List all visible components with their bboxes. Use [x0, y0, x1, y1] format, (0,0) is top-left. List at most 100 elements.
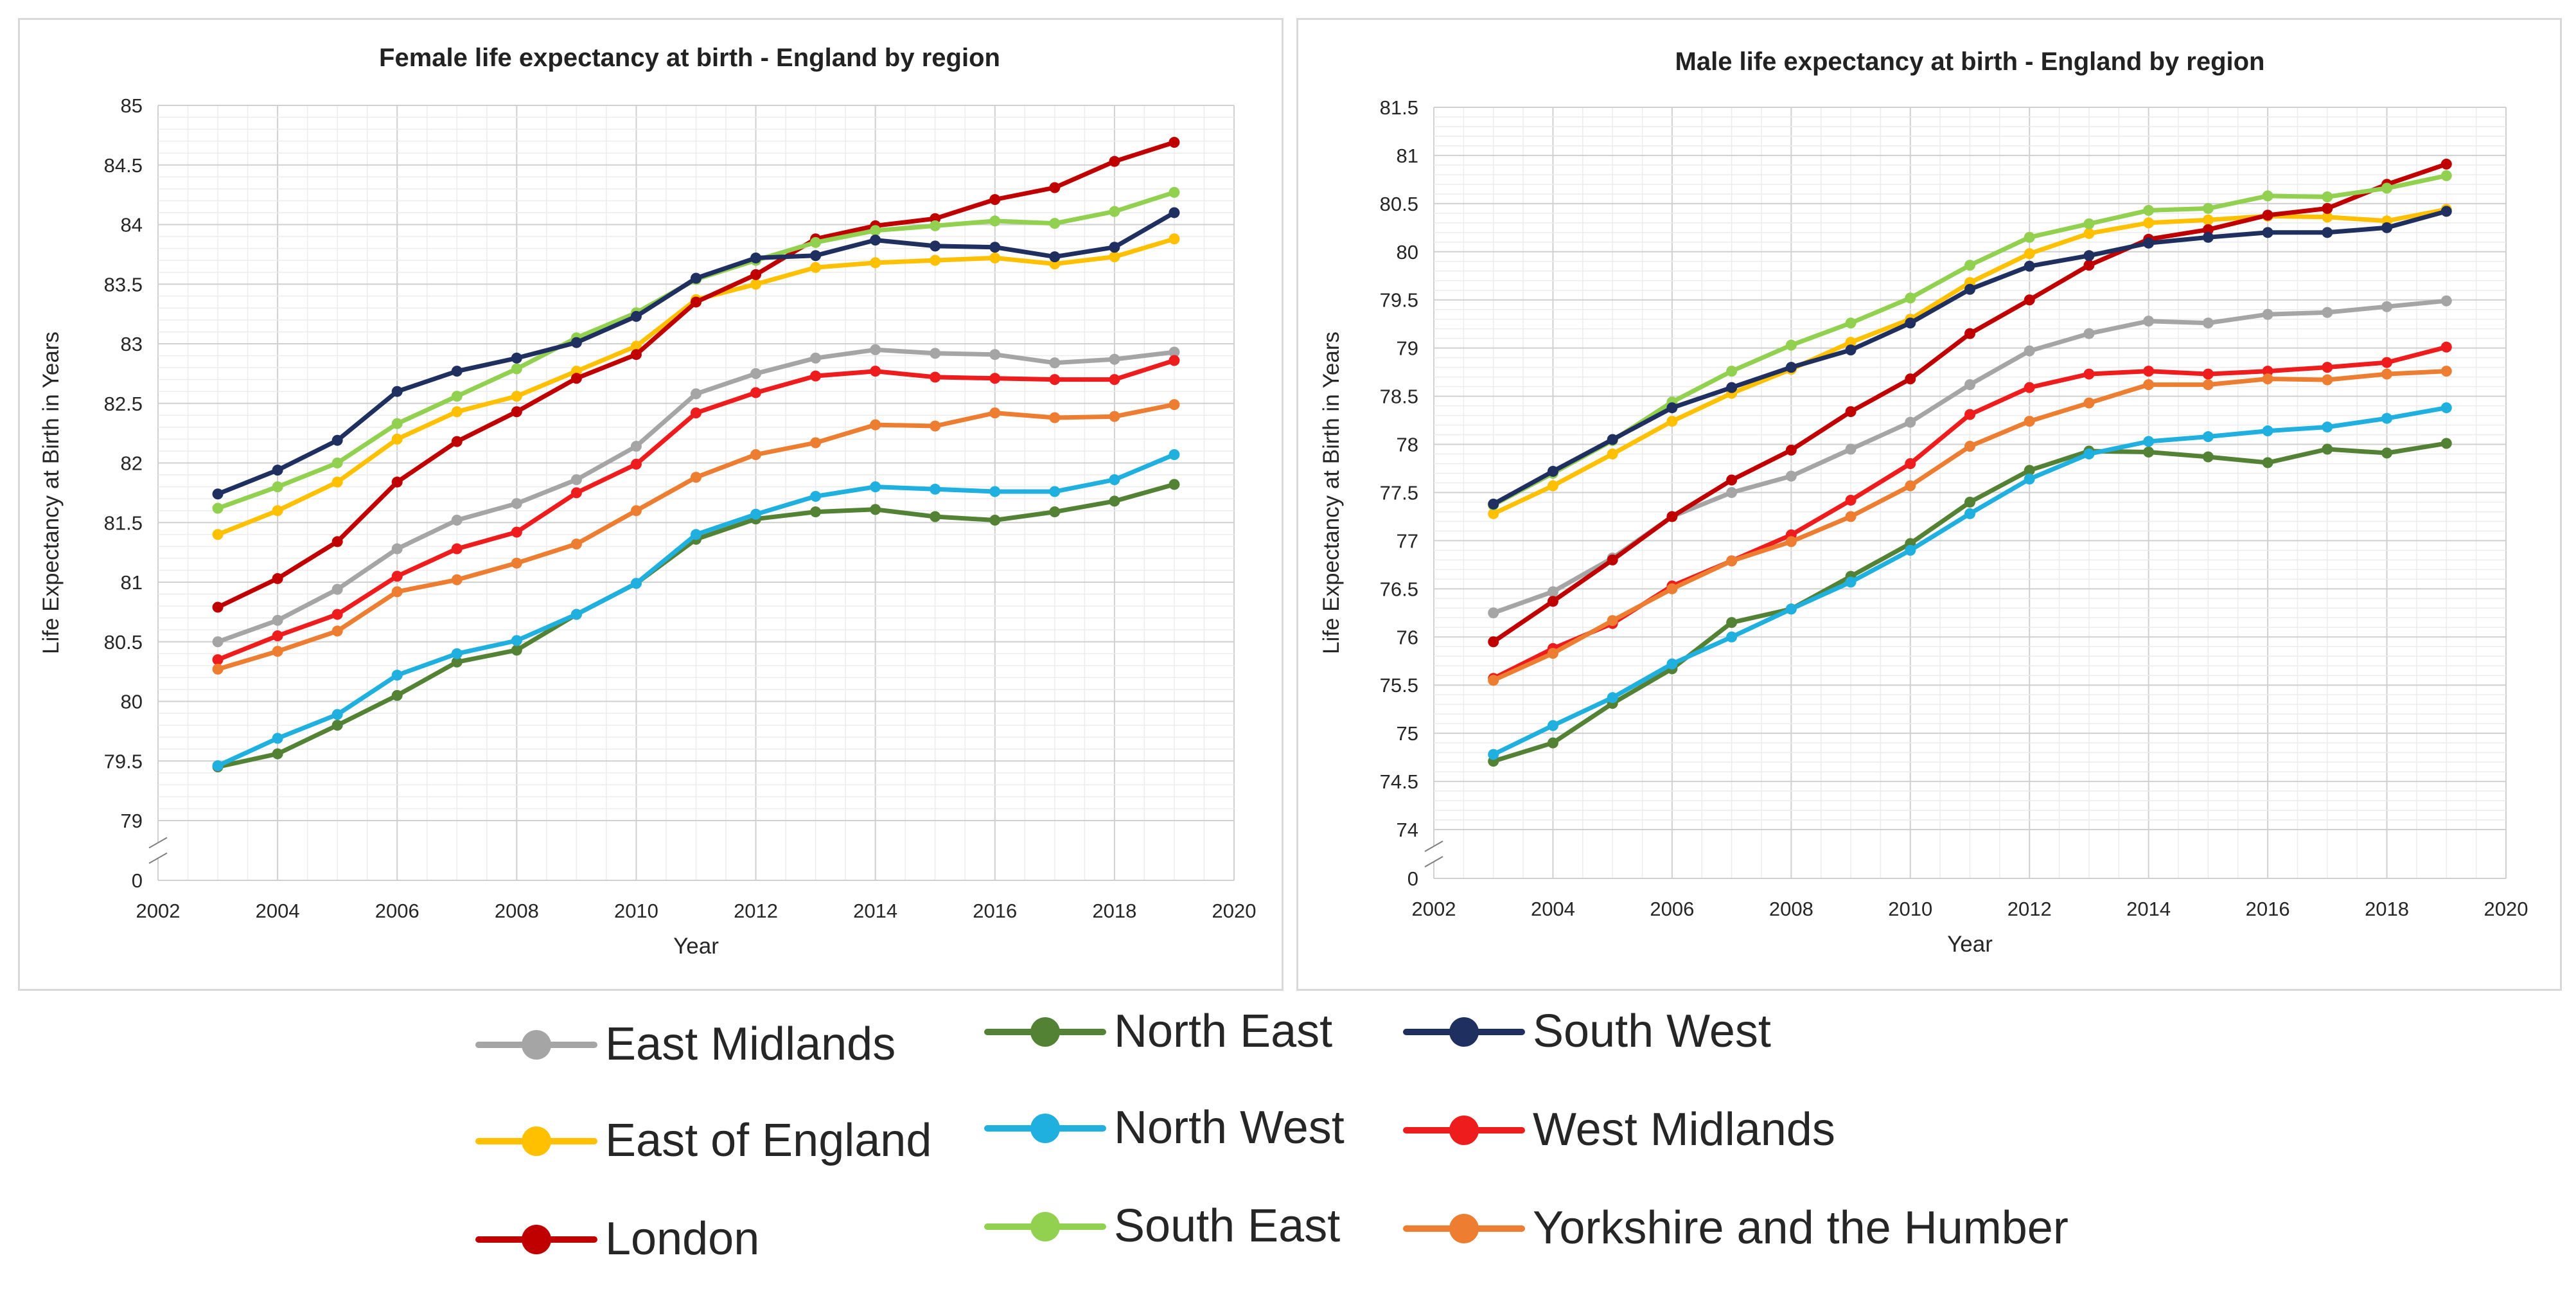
axis-break-icon	[148, 837, 168, 864]
legend-item: North West	[984, 1092, 1345, 1163]
data-point	[750, 449, 762, 461]
data-point	[1964, 441, 1975, 452]
data-point	[2143, 237, 2155, 249]
data-point	[691, 272, 701, 284]
legend-marker-icon	[984, 1108, 1106, 1147]
data-point	[2381, 447, 2393, 459]
data-point	[989, 373, 1001, 384]
data-point	[1905, 317, 1916, 329]
data-point	[1607, 615, 1618, 627]
data-point	[331, 625, 343, 637]
y-tick-label: 79	[121, 810, 143, 832]
y-tick-label: 76	[1397, 626, 1418, 648]
data-point	[989, 242, 1001, 253]
data-point	[1109, 156, 1120, 167]
x-tick-label: 2014	[853, 900, 897, 922]
y-tick-label: 78	[1397, 434, 1418, 456]
y-tick-label: 81.5	[104, 511, 143, 534]
x-tick-label: 2006	[1650, 898, 1694, 920]
data-point	[870, 419, 881, 431]
x-tick-label: 2006	[375, 900, 419, 922]
data-point	[1726, 474, 1738, 486]
y-tick-label: 80	[1397, 241, 1418, 263]
data-point	[750, 278, 762, 290]
legend-label: Yorkshire and the Humber	[1533, 1202, 2069, 1254]
legend-label: East Midlands	[605, 1018, 896, 1070]
data-point	[691, 529, 701, 540]
series-london	[212, 137, 1180, 613]
legend-dot	[1030, 1212, 1060, 1241]
legend-label: West Midlands	[1533, 1104, 1835, 1155]
legend-item: Yorkshire and the Humber	[1403, 1193, 2069, 1263]
data-point	[1109, 411, 1120, 422]
female-chart-panel: Female life expectancy at birth - Englan…	[18, 18, 1284, 991]
data-point	[2262, 308, 2273, 320]
data-point	[212, 601, 224, 613]
legend-marker-icon	[984, 1012, 1106, 1051]
x-tick-label: 2002	[1412, 898, 1456, 920]
legend-marker-icon	[475, 1025, 597, 1063]
data-point	[2083, 368, 2095, 380]
data-point	[2322, 374, 2333, 386]
data-point	[1547, 480, 1558, 492]
x-tick-label: 2020	[2484, 898, 2528, 920]
data-point	[1964, 496, 1975, 508]
data-point	[810, 262, 822, 273]
data-point	[2440, 341, 2452, 353]
data-point	[272, 481, 283, 493]
data-point	[212, 760, 224, 772]
data-point	[511, 498, 522, 510]
data-point	[1488, 607, 1499, 619]
data-point	[1845, 337, 1857, 348]
data-point	[2440, 295, 2452, 307]
y-tick-label: 79.5	[1380, 289, 1418, 312]
data-point	[451, 515, 463, 526]
data-point	[2202, 317, 2214, 329]
data-point	[2381, 368, 2393, 380]
data-point	[331, 709, 343, 720]
x-tick-label: 2010	[614, 900, 658, 922]
y-tick-label: 77.5	[1380, 481, 1418, 504]
legend-dot	[522, 1126, 551, 1156]
data-point	[870, 481, 881, 493]
data-point	[570, 337, 582, 348]
data-point	[1547, 648, 1558, 659]
data-point	[1785, 536, 1797, 547]
data-point	[272, 465, 283, 476]
y-tick-label: 76.5	[1380, 578, 1418, 600]
data-point	[2024, 382, 2035, 393]
data-point	[691, 296, 701, 308]
data-point	[2322, 211, 2333, 223]
data-point	[391, 418, 403, 429]
legend-item: North East	[984, 996, 1332, 1067]
data-point	[1845, 344, 1857, 356]
data-point	[750, 387, 762, 398]
data-point	[1964, 508, 1975, 519]
legend-marker-icon	[1403, 1012, 1525, 1051]
data-point	[2024, 416, 2035, 427]
data-point	[2143, 217, 2155, 229]
data-point	[989, 515, 1001, 526]
x-axis-label: Year	[673, 934, 719, 959]
x-tick-label: 2012	[734, 900, 778, 922]
data-point	[451, 366, 463, 377]
legend-marker-icon	[475, 1220, 597, 1258]
data-point	[272, 733, 283, 744]
data-point	[1666, 658, 1678, 670]
series-west-midlands	[212, 355, 1180, 666]
data-point	[1109, 495, 1120, 507]
data-point	[989, 215, 1001, 227]
data-point	[630, 458, 642, 470]
series-south-west	[212, 207, 1180, 500]
data-point	[1109, 474, 1120, 485]
data-point	[1049, 486, 1061, 497]
data-point	[1666, 402, 1678, 414]
data-point	[1905, 373, 1916, 385]
data-point	[630, 341, 642, 352]
data-point	[2202, 451, 2214, 463]
data-point	[2202, 202, 2214, 214]
data-point	[630, 505, 642, 517]
data-point	[2202, 368, 2214, 380]
data-point	[2381, 301, 2393, 312]
data-point	[2202, 214, 2214, 226]
